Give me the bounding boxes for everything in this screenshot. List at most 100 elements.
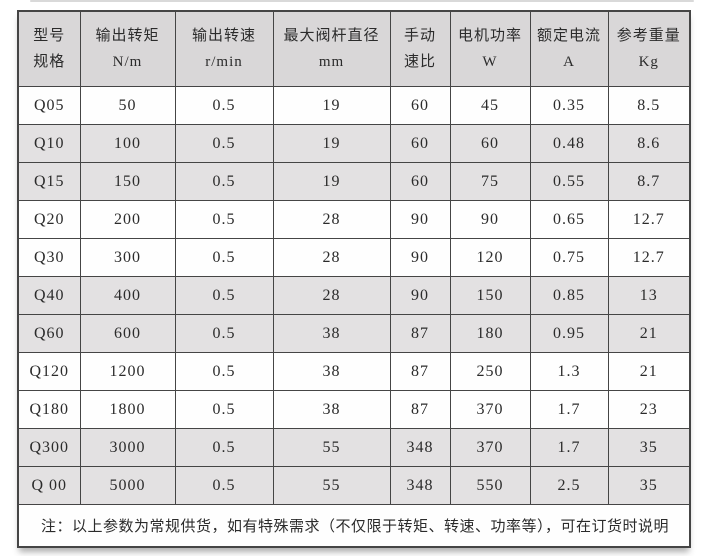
table-row: Q10 100 0.5 19 60 60 0.48 8.6 (17, 124, 691, 163)
column-unit: A (563, 54, 575, 70)
cell-torque: 400 (79, 276, 176, 315)
cell-current: 0.85 (529, 276, 609, 315)
cell-model: Q10 (17, 124, 81, 163)
column-unit: 速比 (403, 54, 436, 70)
cell-model: Q20 (17, 200, 81, 239)
cell-weight: 12.7 (607, 238, 691, 277)
column-label: 手动 (403, 28, 436, 44)
column-header-speed: 输出转速 r/min (174, 10, 274, 87)
table-footer: 注：以上参数为常规供货，如有特殊需求（不仅限于转矩、转速、功率等），可在订货时说… (17, 504, 691, 548)
cell-speed: 0.5 (174, 200, 274, 239)
cell-model: Q15 (17, 162, 81, 201)
cell-power: 60 (449, 124, 531, 163)
cell-speed: 0.5 (174, 390, 274, 429)
cell-weight: 13 (607, 276, 691, 315)
table-body: Q05 50 0.5 19 60 45 0.35 8.5 Q10 100 0.5 19 60 60 0.48… (17, 86, 691, 505)
cell-power: 150 (449, 276, 531, 315)
cell-ratio: 348 (389, 428, 451, 467)
column-header-model: 型号 规格 (17, 10, 81, 87)
cell-weight: 23 (607, 390, 691, 429)
cell-torque: 100 (79, 124, 176, 163)
cell-current: 0.65 (529, 200, 609, 239)
cell-weight: 8.6 (607, 124, 691, 163)
table-row: Q20 200 0.5 28 90 90 0.65 12.7 (17, 200, 691, 239)
cell-ratio: 60 (389, 86, 451, 125)
column-header-torque: 输出转矩 N/m (79, 10, 176, 87)
cell-stem: 55 (272, 466, 391, 505)
cell-weight: 35 (607, 466, 691, 505)
cell-stem: 28 (272, 276, 391, 315)
cell-weight: 21 (607, 352, 691, 391)
cell-power: 90 (449, 200, 531, 239)
column-label: 参考重量 (616, 28, 681, 44)
note-cell: 注：以上参数为常规供货，如有特殊需求（不仅限于转矩、转速、功率等），可在订货时说… (17, 504, 691, 548)
cell-ratio: 87 (389, 390, 451, 429)
cell-current: 2.5 (529, 466, 609, 505)
cell-model: Q30 (17, 238, 81, 277)
cell-stem: 19 (272, 162, 391, 201)
note-text: 注：以上参数为常规供货，如有特殊需求（不仅限于转矩、转速、功率等），可在订货时说… (41, 519, 670, 535)
cell-stem: 38 (272, 390, 391, 429)
table-row: Q60 600 0.5 38 87 180 0.95 21 (17, 314, 691, 353)
cell-current: 1.7 (529, 428, 609, 467)
cell-speed: 0.5 (174, 314, 274, 353)
cell-speed: 0.5 (174, 276, 274, 315)
cell-torque: 200 (79, 200, 176, 239)
table-row: Q 00 5000 0.5 55 348 550 2.5 35 (17, 466, 691, 505)
cell-ratio: 87 (389, 314, 451, 353)
column-unit: N/m (112, 54, 143, 70)
cell-weight: 35 (607, 428, 691, 467)
spec-sheet: 型号 规格 输出转矩 N/m 输出转速 r/min 最大阀杆直径 mm 手动 速比 电机功率 W 额定电… (17, 10, 691, 548)
column-unit: W (482, 54, 498, 70)
cell-current: 0.75 (529, 238, 609, 277)
cell-stem: 19 (272, 124, 391, 163)
cell-current: 1.7 (529, 390, 609, 429)
cell-power: 180 (449, 314, 531, 353)
cell-ratio: 87 (389, 352, 451, 391)
cell-model: Q 00 (17, 466, 81, 505)
cell-model: Q300 (17, 428, 81, 467)
column-unit: mm (318, 54, 345, 70)
column-header-power: 电机功率 W (449, 10, 531, 87)
cell-stem: 38 (272, 352, 391, 391)
cell-stem: 38 (272, 314, 391, 353)
cell-ratio: 90 (389, 276, 451, 315)
column-unit: 规格 (33, 54, 66, 70)
cell-power: 370 (449, 428, 531, 467)
cell-current: 1.3 (529, 352, 609, 391)
note-row: 注：以上参数为常规供货，如有特殊需求（不仅限于转矩、转速、功率等），可在订货时说… (17, 504, 691, 548)
cell-stem: 55 (272, 428, 391, 467)
cell-speed: 0.5 (174, 352, 274, 391)
cell-speed: 0.5 (174, 428, 274, 467)
cell-model: Q120 (17, 352, 81, 391)
cell-torque: 300 (79, 238, 176, 277)
cell-power: 370 (449, 390, 531, 429)
cell-model: Q60 (17, 314, 81, 353)
cell-power: 75 (449, 162, 531, 201)
column-label: 最大阀杆直径 (283, 28, 380, 44)
cell-ratio: 60 (389, 124, 451, 163)
cell-speed: 0.5 (174, 162, 274, 201)
column-label: 型号 (33, 28, 66, 44)
table-header: 型号 规格 输出转矩 N/m 输出转速 r/min 最大阀杆直径 mm 手动 速比 电机功率 W 额定电… (17, 10, 691, 87)
cell-power: 550 (449, 466, 531, 505)
column-label: 电机功率 (457, 28, 522, 44)
spec-table: 型号 规格 输出转矩 N/m 输出转速 r/min 最大阀杆直径 mm 手动 速比 电机功率 W 额定电… (17, 10, 691, 548)
column-label: 额定电流 (536, 28, 601, 44)
cell-torque: 5000 (79, 466, 176, 505)
top-edge-artifact (30, 0, 694, 2)
cell-power: 45 (449, 86, 531, 125)
cell-torque: 150 (79, 162, 176, 201)
cell-stem: 28 (272, 200, 391, 239)
table-row: Q120 1200 0.5 38 87 250 1.3 21 (17, 352, 691, 391)
cell-speed: 0.5 (174, 238, 274, 277)
cell-current: 0.55 (529, 162, 609, 201)
cell-ratio: 348 (389, 466, 451, 505)
cell-speed: 0.5 (174, 124, 274, 163)
cell-model: Q40 (17, 276, 81, 315)
cell-torque: 1200 (79, 352, 176, 391)
column-header-ratio: 手动 速比 (389, 10, 451, 87)
cell-stem: 28 (272, 238, 391, 277)
cell-torque: 600 (79, 314, 176, 353)
column-header-weight: 参考重量 Kg (607, 10, 691, 87)
